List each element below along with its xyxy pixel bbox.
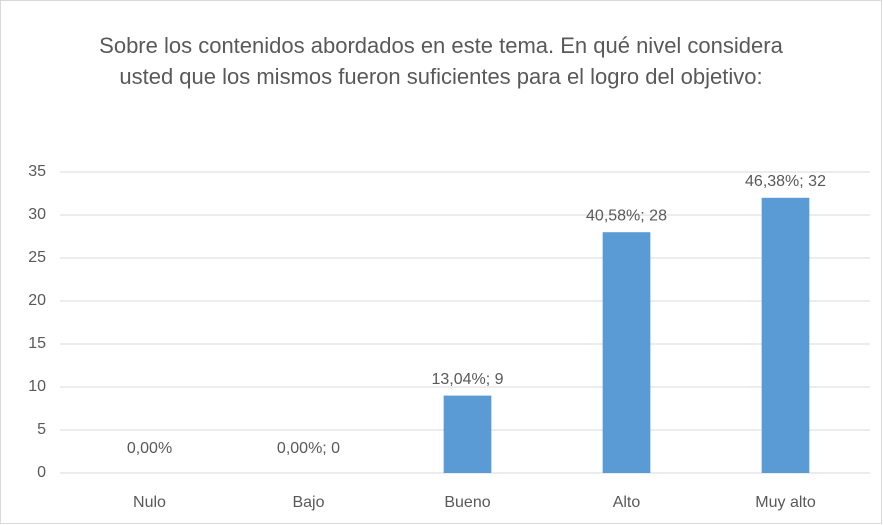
x-tick-label: Alto <box>613 494 641 511</box>
x-tick-label: Bajo <box>292 494 324 511</box>
y-tick-label: 0 <box>37 464 46 481</box>
data-label: 46,38%; 32 <box>745 173 826 190</box>
chart-title: Sobre los contenidos abordados en este t… <box>99 33 783 89</box>
data-label: 0,00% <box>127 440 172 457</box>
x-tick-label: Nulo <box>133 494 166 511</box>
y-tick-label: 25 <box>28 249 46 266</box>
y-tick-label: 30 <box>28 206 46 223</box>
bar <box>602 232 651 473</box>
y-tick-label: 10 <box>28 378 46 395</box>
y-tick-label: 35 <box>28 163 46 180</box>
y-tick-label: 20 <box>28 292 46 309</box>
bar <box>443 395 492 473</box>
x-tick-label: Muy alto <box>755 494 816 511</box>
x-tick-label: Bueno <box>444 494 490 511</box>
data-label: 0,00%; 0 <box>277 440 340 457</box>
y-tick-label: 5 <box>37 421 46 438</box>
data-label: 13,04%; 9 <box>431 371 503 388</box>
y-tick-label: 15 <box>28 335 46 352</box>
data-label: 40,58%; 28 <box>586 207 667 224</box>
bar <box>761 197 810 474</box>
